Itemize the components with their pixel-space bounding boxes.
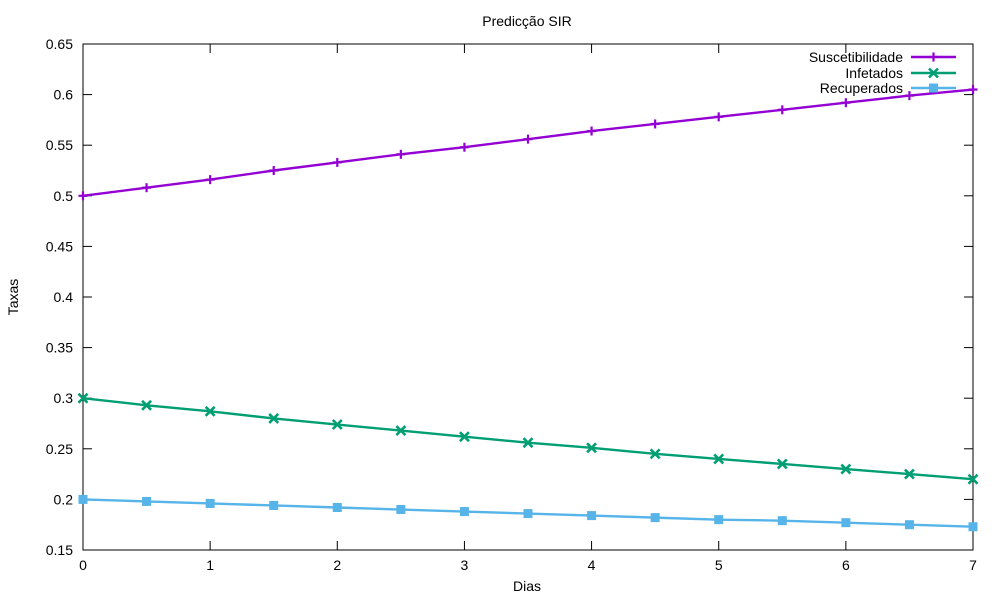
series-line	[82, 397, 974, 481]
series-layer	[77, 85, 979, 532]
data-point	[587, 511, 597, 521]
data-point	[713, 453, 725, 465]
data-point	[332, 502, 342, 512]
data-point	[968, 85, 978, 95]
y-tick-label: 0.3	[54, 390, 74, 406]
y-tick-label: 0.5	[54, 188, 74, 204]
plot-border	[82, 43, 974, 551]
data-point	[396, 149, 406, 159]
legend-marker	[928, 67, 939, 79]
data-point	[269, 166, 279, 175]
legend-marker	[929, 52, 938, 62]
y-tick-label: 0.65	[46, 36, 73, 52]
data-point	[459, 142, 469, 152]
data-point	[142, 183, 152, 193]
legend-label: Infetados	[845, 65, 903, 81]
x-tick-label: 7	[969, 557, 977, 573]
x-tick-label: 4	[588, 557, 596, 573]
data-point	[77, 392, 89, 404]
data-point	[586, 442, 597, 454]
data-point	[523, 134, 533, 144]
series-infetados	[77, 392, 979, 485]
data-point	[78, 191, 88, 201]
x-axis: 0 1 2 3 4 5 6 7	[79, 44, 977, 573]
data-point	[968, 522, 978, 532]
data-point	[395, 425, 407, 437]
data-point	[904, 520, 914, 530]
x-tick-label: 2	[333, 557, 341, 573]
data-point	[205, 175, 215, 185]
data-point	[841, 518, 851, 528]
data-point	[967, 473, 979, 485]
y-tick-label: 0.55	[46, 137, 73, 153]
y-tick-label: 0.15	[46, 542, 73, 558]
legend-marker	[929, 83, 938, 93]
data-point	[269, 500, 279, 510]
data-point	[332, 157, 342, 167]
x-tick-label: 6	[842, 557, 850, 573]
series-suscetibilidade	[78, 85, 978, 201]
data-point	[649, 448, 661, 460]
legend-label: Suscetibilidade	[809, 49, 903, 65]
y-tick-label: 0.4	[54, 289, 74, 305]
data-point	[523, 509, 533, 519]
data-point	[396, 505, 406, 515]
data-point	[459, 507, 469, 517]
plot-area	[82, 43, 974, 551]
y-tick-label: 0.25	[46, 441, 73, 457]
data-point	[650, 119, 660, 129]
y-tick-label: 0.2	[54, 491, 74, 507]
y-tick-label: 0.6	[54, 87, 74, 103]
y-tick-label: 0.45	[46, 238, 73, 254]
data-point	[714, 515, 724, 525]
data-point	[777, 516, 787, 526]
data-point	[841, 98, 851, 108]
x-axis-label: Dias	[513, 578, 541, 594]
data-point	[587, 126, 597, 136]
data-point	[650, 513, 660, 523]
data-point	[904, 468, 915, 480]
data-point	[522, 437, 534, 449]
data-point	[204, 405, 216, 417]
data-point	[331, 419, 343, 430]
x-tick-label: 5	[715, 557, 723, 573]
y-axis: 0.15 0.2 0.25 0.3 0.35 0.4 0.45 0.5 0.55 0.6 0.65	[46, 36, 973, 558]
data-point	[78, 494, 88, 504]
data-point	[268, 413, 280, 424]
data-point	[904, 91, 914, 101]
y-tick-label: 0.35	[46, 340, 73, 356]
data-point	[142, 496, 152, 506]
data-point	[205, 498, 215, 508]
x-tick-label: 3	[461, 557, 469, 573]
data-point	[840, 463, 852, 475]
data-point	[776, 458, 788, 470]
x-tick-label: 1	[206, 557, 214, 573]
data-point	[714, 112, 724, 122]
x-tick-label: 0	[79, 557, 87, 573]
data-point	[459, 431, 470, 443]
chart-title: Predicção SIR	[482, 13, 571, 29]
legend-label: Recuperados	[820, 80, 903, 96]
data-point	[777, 105, 787, 115]
data-point	[141, 399, 152, 411]
series-recuperados	[78, 494, 978, 532]
y-axis-label: Taxas	[5, 279, 21, 316]
